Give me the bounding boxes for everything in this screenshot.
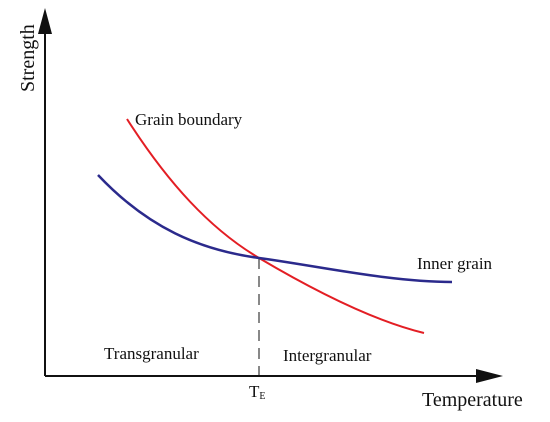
transgranular-label: Transgranular bbox=[104, 344, 199, 363]
y-axis-arrow-icon bbox=[38, 8, 52, 34]
y-axis-label: Strength bbox=[17, 24, 39, 92]
x-axis-label: Temperature bbox=[422, 389, 523, 411]
crossover-tick-subscript: E bbox=[259, 391, 265, 402]
inner-grain-label: Inner grain bbox=[417, 254, 493, 273]
intergranular-label: Intergranular bbox=[283, 346, 372, 365]
inner-grain-curve bbox=[97, 174, 453, 284]
grain-boundary-curve bbox=[126, 118, 425, 334]
grain-boundary-label: Grain boundary bbox=[135, 110, 243, 129]
crossover-tick-main: T bbox=[249, 382, 260, 401]
x-axis-arrow-icon bbox=[476, 369, 503, 383]
crossover-tick-label: TE bbox=[249, 382, 266, 402]
